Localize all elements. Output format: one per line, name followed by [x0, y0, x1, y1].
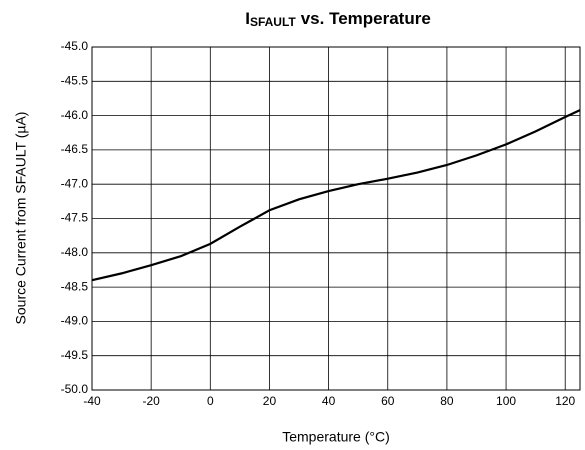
x-tick-label: 60	[381, 394, 395, 408]
x-tick-label: 0	[207, 394, 214, 408]
y-tick-label: -50.0	[61, 382, 89, 396]
y-tick-label: -48.0	[61, 245, 89, 259]
y-tick-label: -45.0	[61, 39, 89, 53]
y-tick-label: -48.5	[61, 279, 89, 293]
y-tick-label: -46.5	[61, 142, 89, 156]
x-tick-label: 80	[440, 394, 454, 408]
x-tick-label: 40	[322, 394, 336, 408]
chart-title: ISFAULT vs. Temperature	[245, 9, 431, 29]
y-axis-label: Source Current from SFAULT (µA)	[13, 112, 29, 325]
x-tick-label: 20	[263, 394, 277, 408]
title-rest: vs. Temperature	[301, 9, 431, 28]
x-tick-label: -40	[83, 394, 101, 408]
y-tick-label: -45.5	[61, 73, 89, 87]
x-axis-label: Temperature (°C)	[282, 429, 390, 445]
y-tick-label: -49.0	[61, 314, 89, 328]
data-line	[91, 109, 581, 282]
y-tick-label: -46.0	[61, 108, 89, 122]
x-tick-label: 120	[555, 394, 575, 408]
y-tick-label: -47.5	[61, 211, 89, 225]
title-subscript: SFAULT	[250, 15, 296, 29]
y-tick-label: -49.5	[61, 348, 89, 362]
title-main: I	[245, 9, 250, 28]
x-tick-label: 100	[496, 394, 516, 408]
plot-frame	[91, 46, 581, 391]
x-tick-label: -20	[142, 394, 160, 408]
y-tick-label: -47.0	[61, 176, 89, 190]
